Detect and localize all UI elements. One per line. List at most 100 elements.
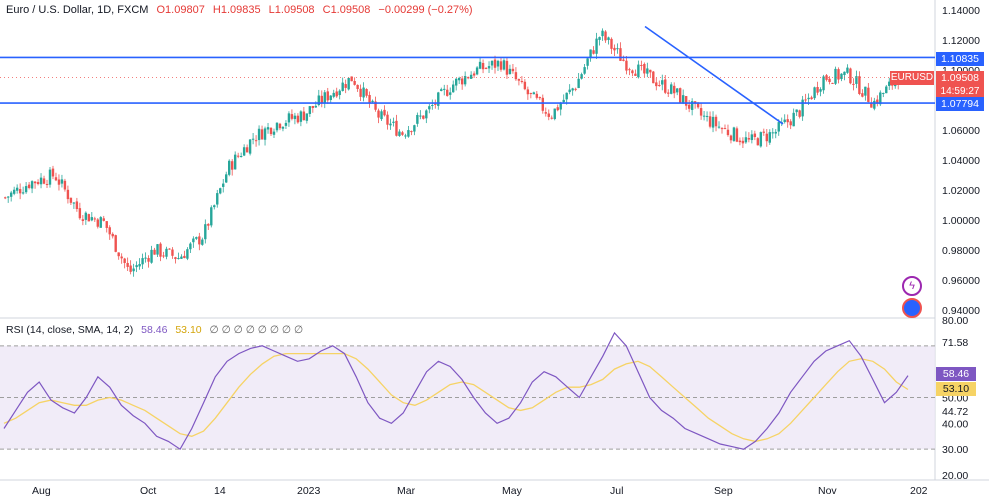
candle-body — [99, 217, 102, 228]
candle-body — [33, 181, 37, 184]
time-tick-label: 2023 — [297, 485, 321, 497]
candle-body — [475, 67, 479, 75]
rsi-tick-label: 30.00 — [942, 444, 968, 456]
candle-body — [592, 50, 595, 54]
candle-body — [15, 187, 19, 191]
candle-body — [529, 92, 533, 94]
rsi-tick-label: 20.00 — [942, 470, 968, 482]
candle-body — [174, 257, 177, 260]
candle-body — [792, 112, 795, 127]
candle-body — [428, 106, 431, 110]
candle-body — [478, 61, 482, 69]
candle-body — [150, 249, 153, 263]
candle-body — [90, 217, 94, 221]
candle-body — [580, 74, 583, 79]
rsi-tick-label: 80.00 — [942, 315, 968, 327]
candle-body — [24, 186, 28, 193]
lightning-icon[interactable]: ϟ — [902, 276, 922, 296]
candle-body — [266, 127, 270, 130]
candle-body — [78, 208, 82, 219]
candle-body — [377, 110, 380, 118]
candle-body — [556, 107, 559, 111]
high-value: H1.09835 — [212, 4, 261, 16]
candle-body — [786, 119, 789, 123]
candle-body — [601, 30, 604, 37]
candle-body — [729, 135, 733, 141]
open-value: O1.09807 — [156, 4, 205, 16]
time-tick-label: Mar — [397, 485, 416, 497]
candle-body — [449, 92, 452, 95]
candle-body — [738, 140, 742, 143]
candle-body — [239, 156, 243, 158]
symbol-tag[interactable]: EURUSD — [890, 71, 934, 85]
candle-body — [132, 268, 135, 272]
rsi-title[interactable]: RSI (14, close, SMA, 14, 2) — [6, 324, 134, 336]
candle-body — [505, 60, 509, 75]
candle-body — [583, 67, 586, 74]
candle-body — [532, 92, 536, 95]
candle-body — [311, 106, 315, 109]
candle-body — [658, 85, 661, 87]
candle-body — [619, 48, 622, 61]
candle-body — [828, 78, 831, 83]
time-tick-label: Nov — [818, 485, 837, 497]
time-tick-label: May — [502, 485, 523, 497]
candle-body — [108, 227, 111, 235]
candle-body — [39, 177, 43, 185]
support-tag: 1.07794 — [936, 97, 984, 111]
candle-body — [263, 128, 267, 140]
candle-body — [634, 73, 637, 76]
candle-body — [380, 111, 383, 120]
price-tick-label: 1.12000 — [942, 35, 980, 47]
candle-body — [338, 90, 341, 96]
rsi-ma-tag: 53.10 — [936, 382, 976, 396]
candle-body — [783, 119, 786, 123]
candle-body — [777, 122, 780, 132]
candle-body — [392, 121, 395, 123]
rsi-extra: ∅ ∅ ∅ ∅ ∅ ∅ ∅ ∅ — [209, 324, 304, 336]
candle-body — [452, 84, 455, 93]
candle-body — [628, 69, 631, 71]
candle-body — [708, 116, 712, 127]
candle-body — [383, 109, 386, 116]
candle-body — [410, 131, 413, 133]
candle-body — [204, 224, 207, 240]
candle-body — [804, 99, 807, 101]
candle-body — [771, 132, 774, 134]
candle-body — [159, 243, 162, 257]
candle-body — [401, 132, 404, 135]
rsi-tick-label: 40.00 — [942, 418, 968, 430]
candle-body — [320, 95, 323, 104]
candle-body — [720, 128, 724, 130]
candle-body — [855, 76, 858, 84]
candle-body — [463, 76, 467, 85]
candle-body — [595, 38, 598, 54]
candle-body — [687, 104, 691, 109]
symbol-title[interactable]: Euro / U.S. Dollar, 1D, FXCM — [6, 4, 149, 16]
candle-body — [768, 132, 771, 143]
candle-body — [251, 138, 255, 140]
flag-icon[interactable] — [902, 298, 922, 318]
candle-body — [705, 115, 709, 117]
candle-body — [389, 123, 392, 126]
candle-body — [538, 97, 542, 99]
candle-body — [443, 88, 446, 90]
candle-body — [759, 132, 763, 147]
candle-body — [726, 129, 730, 136]
candle-body — [676, 88, 679, 93]
candle-body — [861, 93, 864, 97]
price-tick-label: 1.06000 — [942, 125, 980, 137]
candle-body — [413, 125, 416, 132]
candle-body — [699, 108, 703, 116]
candle-body — [308, 106, 312, 114]
candle-body — [810, 97, 813, 100]
candle-body — [242, 147, 246, 156]
candle-body — [834, 68, 837, 84]
candle-body — [756, 138, 760, 146]
candle-body — [254, 140, 258, 142]
candle-body — [544, 112, 547, 114]
candle-body — [469, 74, 473, 79]
candle-body — [870, 102, 873, 108]
candle-body — [661, 80, 664, 85]
candle-body — [233, 154, 237, 170]
